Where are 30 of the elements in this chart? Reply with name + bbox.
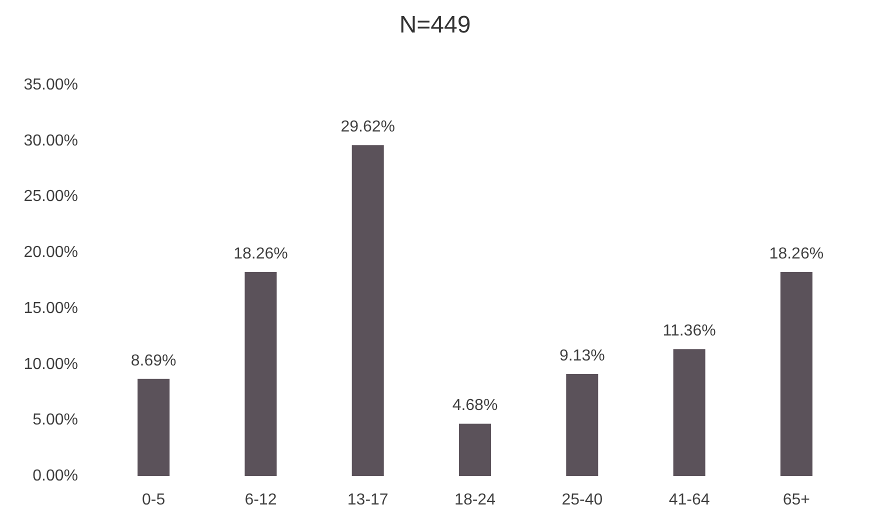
bar xyxy=(244,272,277,476)
y-tick-label: 30.00% xyxy=(24,132,78,150)
y-tick-label: 10.00% xyxy=(24,356,78,373)
y-tick-label: 0.00% xyxy=(32,468,78,484)
x-tick-label: 41-64 xyxy=(668,492,710,508)
bar xyxy=(566,374,598,476)
x-tick-label: 65+ xyxy=(782,492,810,508)
chart-title: N=449 xyxy=(399,12,471,38)
bar xyxy=(352,145,384,476)
y-tick-label: 25.00% xyxy=(24,188,78,206)
data-label: 18.26% xyxy=(234,246,288,263)
data-label: 11.36% xyxy=(662,322,716,340)
y-tick-label: 20.00% xyxy=(24,244,78,262)
data-label: 9.13% xyxy=(559,348,605,365)
x-tick-label: 18-24 xyxy=(454,492,496,508)
x-tick-label: 13-17 xyxy=(347,492,388,508)
data-label: 8.69% xyxy=(130,352,176,370)
bar xyxy=(673,349,706,476)
y-tick-label: 5.00% xyxy=(32,412,78,429)
data-label: 4.68% xyxy=(452,397,498,414)
x-tick-label: 0-5 xyxy=(142,492,166,508)
x-tick-label: 25-40 xyxy=(562,492,603,508)
y-tick-label: 15.00% xyxy=(24,300,78,317)
bar xyxy=(138,378,170,476)
bar xyxy=(459,424,491,476)
x-tick-label: 6-12 xyxy=(244,492,277,508)
y-tick-label: 35.00% xyxy=(24,76,78,94)
data-label: 29.62% xyxy=(340,118,395,136)
data-label: 18.26% xyxy=(769,246,824,263)
bar xyxy=(780,272,812,476)
